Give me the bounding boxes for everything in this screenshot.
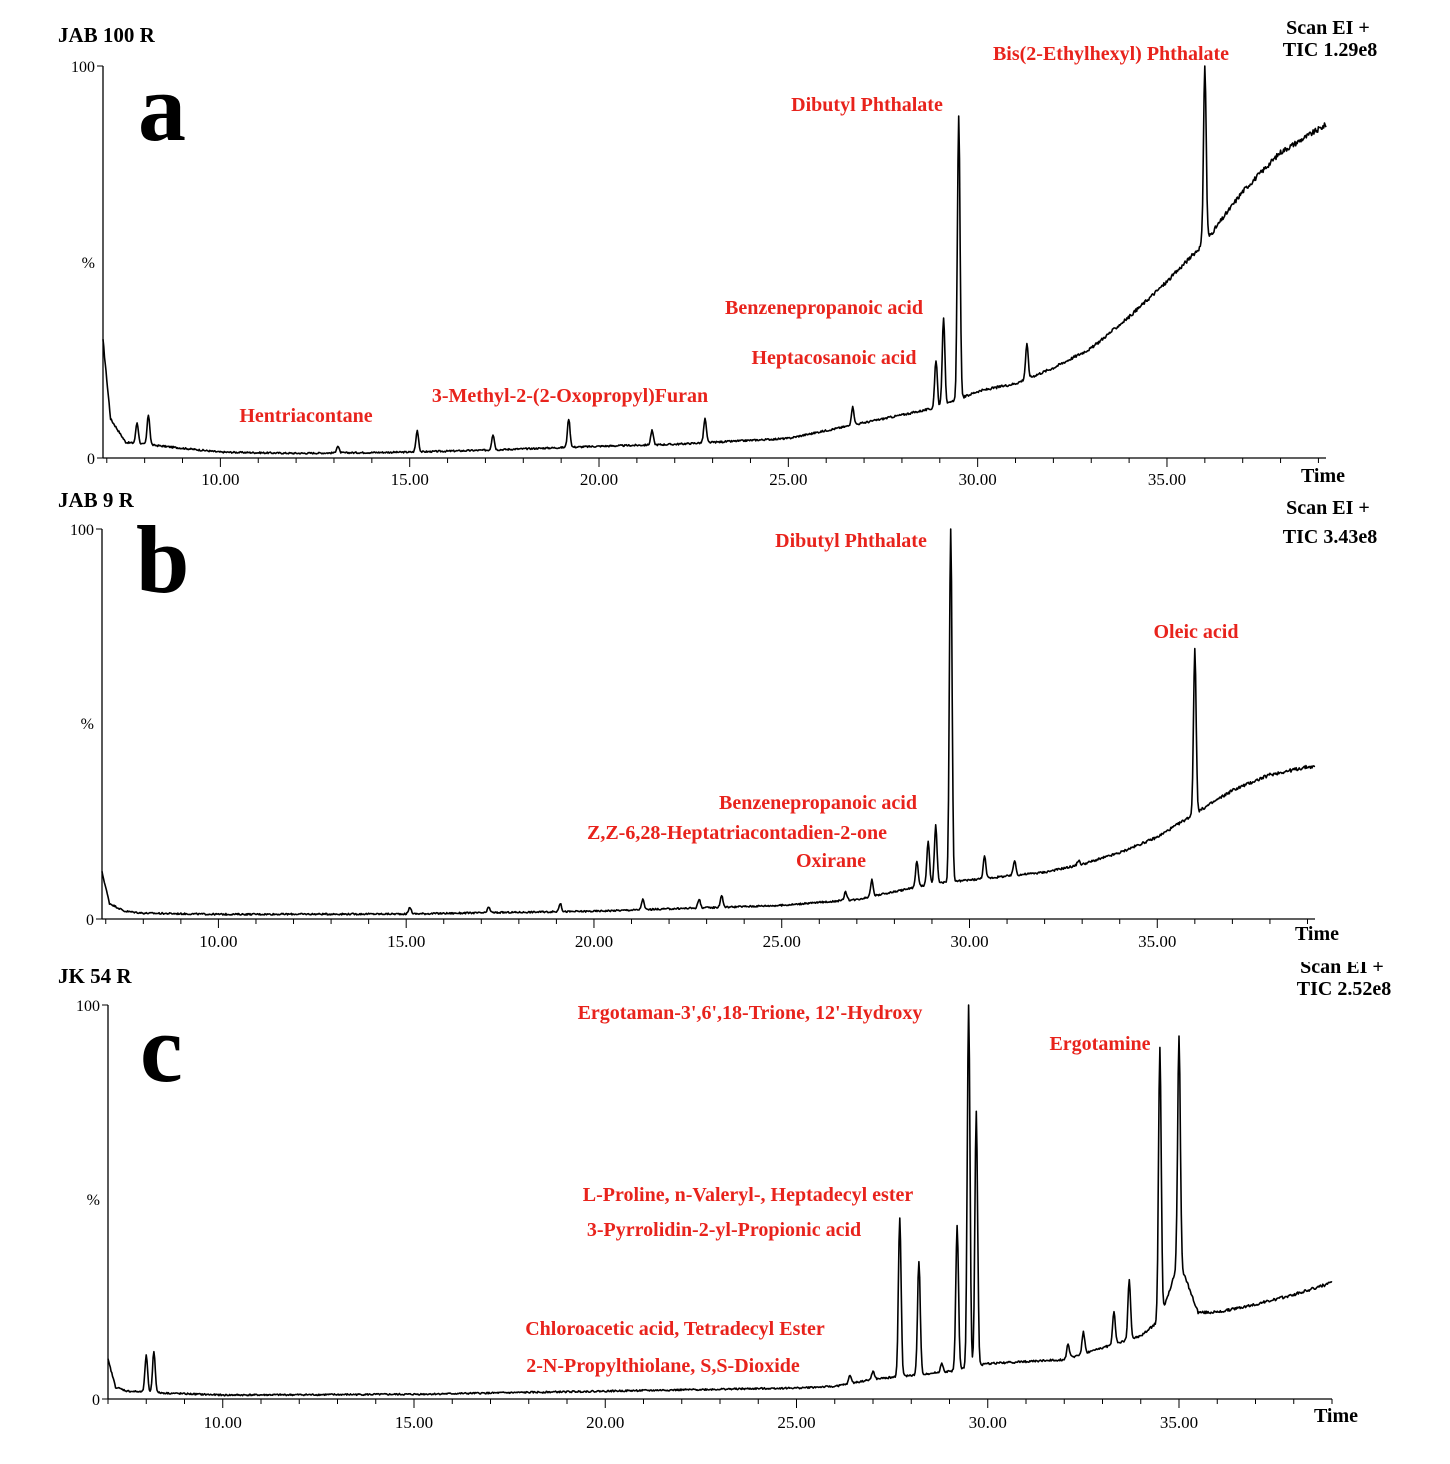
x-tick-label: 10.00	[204, 1413, 242, 1432]
chromatogram-trace-a	[102, 65, 1327, 455]
panel-letter-b: b	[136, 506, 189, 613]
tic-value-a: TIC 1.29e8	[1283, 39, 1377, 61]
x-tick-label: 25.00	[777, 1413, 815, 1432]
peak-label-oxirane: Oxirane	[796, 850, 866, 872]
x-ticks-b: 10.00 15.00 20.00 25.00 30.00 35.00	[105, 919, 1308, 951]
chromatogram-trace-c	[107, 1004, 1333, 1397]
x-ticks-a: 10.00 15.00 20.00 25.00 30.00 35.00	[106, 458, 1319, 489]
x-tick-label: 20.00	[575, 932, 613, 951]
scan-mode-b: Scan EI +	[1286, 497, 1370, 519]
x-tick-label: 10.00	[199, 932, 237, 951]
x-tick-label: 25.00	[763, 932, 801, 951]
peak-label-oleic-acid: Oleic acid	[1154, 621, 1239, 643]
x-tick-label: 15.00	[387, 932, 425, 951]
tic-value-b: TIC 3.43e8	[1283, 526, 1377, 548]
peak-label-pyrrolidinyl-propionic-acid: 3-Pyrrolidin-2-yl-Propionic acid	[587, 1219, 861, 1241]
peak-label-benzenepropanoic-acid-b: Benzenepropanoic acid	[719, 792, 917, 814]
y-label-100-c: 100	[76, 998, 100, 1015]
peak-label-dibutyl-phthalate-b: Dibutyl Phthalate	[775, 530, 927, 552]
peak-label-propylthiolane-dioxide: 2-N-Propylthiolane, S,S-Dioxide	[526, 1355, 800, 1377]
peak-label-l-proline-ester: L-Proline, n-Valeryl-, Heptadecyl ester	[583, 1184, 914, 1206]
y-label-pct-b: %	[81, 716, 94, 733]
x-axis-title-c: Time	[1314, 1405, 1358, 1427]
chromatogram-trace-b	[101, 528, 1316, 916]
panel-c: JK 54 R Scan EI + TIC 2.52e8 c 100 % 0 T…	[58, 962, 1391, 1432]
y-label-100-a: 100	[71, 59, 95, 76]
sample-name-c: JK 54 R	[58, 964, 132, 988]
x-tick-label: 35.00	[1160, 1413, 1198, 1432]
x-tick-label: 35.00	[1148, 470, 1186, 489]
panel-b: JAB 9 R Scan EI + TIC 3.43e8 b 100 % 0 T…	[58, 488, 1377, 951]
peak-label-bis-ethylhexyl-phthalate: Bis(2-Ethylhexyl) Phthalate	[993, 43, 1229, 65]
peak-label-ergotaman-trione: Ergotaman-3',6',18-Trione, 12'-Hydroxy	[578, 1002, 923, 1024]
panel-a: JAB 100 R Scan EI + TIC 1.29e8 a 100 % 0…	[58, 17, 1377, 489]
peak-label-ergotamine: Ergotamine	[1049, 1033, 1150, 1055]
panel-letter-c: c	[140, 995, 183, 1102]
x-tick-label: 25.00	[769, 470, 807, 489]
y-label-pct-c: %	[87, 1192, 100, 1209]
y-label-100-b: 100	[70, 522, 94, 539]
x-tick-label: 30.00	[959, 470, 997, 489]
y-label-0-c: 0	[92, 1392, 100, 1409]
x-axis-title-b: Time	[1295, 923, 1339, 945]
peak-label-hentriacontane: Hentriacontane	[239, 405, 372, 427]
x-tick-label: 30.00	[950, 932, 988, 951]
sample-name-b: JAB 9 R	[58, 488, 135, 512]
peak-label-dibutyl-phthalate-a: Dibutyl Phthalate	[791, 94, 943, 116]
x-tick-label: 15.00	[395, 1413, 433, 1432]
sample-name-a: JAB 100 R	[58, 23, 156, 47]
x-tick-label: 10.00	[201, 470, 239, 489]
x-tick-label: 20.00	[586, 1413, 624, 1432]
peak-label-chloroacetic-acid-ester: Chloroacetic acid, Tetradecyl Ester	[525, 1318, 825, 1340]
x-tick-label: 15.00	[391, 470, 429, 489]
scan-mode-c: Scan EI +	[1300, 962, 1384, 978]
y-label-0-b: 0	[86, 912, 94, 929]
x-tick-label: 20.00	[580, 470, 618, 489]
x-ticks-c: 10.00 15.00 20.00 25.00 30.00 35.00	[107, 1399, 1333, 1432]
x-tick-label: 35.00	[1138, 932, 1176, 951]
tic-value-c: TIC 2.52e8	[1297, 978, 1391, 1000]
x-axis-title-a: Time	[1301, 465, 1345, 487]
peak-label-benzenepropanoic-acid-a: Benzenepropanoic acid	[725, 297, 923, 319]
y-label-0-a: 0	[87, 451, 95, 468]
scan-mode-a: Scan EI +	[1286, 17, 1370, 39]
panel-letter-a: a	[138, 54, 186, 161]
y-label-pct-a: %	[82, 255, 95, 272]
peak-label-heptacosanoic-acid: Heptacosanoic acid	[752, 347, 917, 369]
peak-label-heptatriacontadienone: Z,Z-6,28-Heptatriacontadien-2-one	[587, 822, 887, 844]
x-tick-label: 30.00	[969, 1413, 1007, 1432]
peak-label-methyl-oxopropyl-furan: 3-Methyl-2-(2-Oxopropyl)Furan	[432, 385, 708, 407]
